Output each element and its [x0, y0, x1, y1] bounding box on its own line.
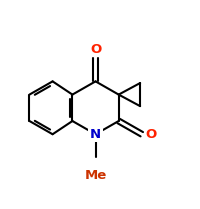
Text: Me: Me	[84, 169, 106, 182]
Text: O: O	[144, 128, 156, 141]
Text: O: O	[89, 43, 101, 56]
Text: N: N	[90, 128, 101, 141]
